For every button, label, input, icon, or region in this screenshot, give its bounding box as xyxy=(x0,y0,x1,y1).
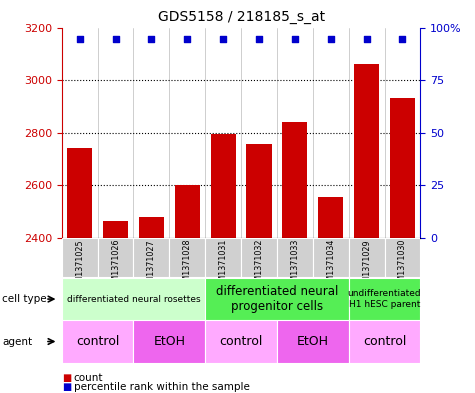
Bar xyxy=(205,278,349,320)
Text: differentiated neural
progenitor cells: differentiated neural progenitor cells xyxy=(216,285,338,313)
Text: GSM1371025: GSM1371025 xyxy=(75,239,84,292)
Point xyxy=(219,36,227,42)
Text: control: control xyxy=(363,335,406,348)
Point xyxy=(363,36,371,42)
Bar xyxy=(62,238,98,277)
Text: GSM1371031: GSM1371031 xyxy=(218,239,228,292)
Text: EtOH: EtOH xyxy=(297,335,329,348)
Text: GSM1371030: GSM1371030 xyxy=(398,239,407,292)
Bar xyxy=(354,64,379,238)
Text: GSM1371027: GSM1371027 xyxy=(147,239,156,292)
Point xyxy=(255,36,263,42)
Bar xyxy=(133,238,170,277)
Bar xyxy=(349,320,420,363)
Text: GSM1371029: GSM1371029 xyxy=(362,239,371,292)
Point xyxy=(183,36,191,42)
Text: agent: agent xyxy=(2,336,32,347)
Text: GSM1371026: GSM1371026 xyxy=(111,239,120,292)
Bar xyxy=(247,145,272,238)
Bar xyxy=(205,320,277,363)
Bar xyxy=(67,149,92,238)
Point xyxy=(327,36,334,42)
Bar xyxy=(62,278,205,320)
Title: GDS5158 / 218185_s_at: GDS5158 / 218185_s_at xyxy=(158,10,324,24)
Bar xyxy=(277,320,349,363)
Bar xyxy=(318,197,343,238)
Bar xyxy=(169,238,205,277)
Text: ■: ■ xyxy=(62,373,71,383)
Text: differentiated neural rosettes: differentiated neural rosettes xyxy=(66,295,200,303)
Bar xyxy=(139,217,164,238)
Bar xyxy=(385,238,420,277)
Point xyxy=(148,36,155,42)
Point xyxy=(76,36,84,42)
Text: GSM1371034: GSM1371034 xyxy=(326,239,335,292)
Bar xyxy=(282,122,307,238)
Text: cell type: cell type xyxy=(2,294,47,304)
Point xyxy=(291,36,299,42)
Bar xyxy=(205,238,241,277)
Bar xyxy=(133,320,205,363)
Text: undifferentiated
H1 hESC parent: undifferentiated H1 hESC parent xyxy=(348,289,421,309)
Bar xyxy=(313,238,349,277)
Text: GSM1371032: GSM1371032 xyxy=(255,239,264,292)
Text: percentile rank within the sample: percentile rank within the sample xyxy=(74,382,249,392)
Bar xyxy=(103,221,128,238)
Bar xyxy=(241,238,277,277)
Point xyxy=(112,36,119,42)
Point xyxy=(399,36,406,42)
Bar xyxy=(210,134,236,238)
Bar xyxy=(349,278,420,320)
Bar xyxy=(175,185,200,238)
Bar xyxy=(349,238,385,277)
Text: GSM1371028: GSM1371028 xyxy=(183,239,192,292)
Bar xyxy=(390,99,415,238)
Bar xyxy=(277,238,313,277)
Bar xyxy=(98,238,133,277)
Text: control: control xyxy=(76,335,119,348)
Bar xyxy=(62,320,133,363)
Text: GSM1371033: GSM1371033 xyxy=(290,239,299,292)
Text: count: count xyxy=(74,373,103,383)
Text: ■: ■ xyxy=(62,382,71,392)
Text: control: control xyxy=(219,335,263,348)
Text: EtOH: EtOH xyxy=(153,335,185,348)
